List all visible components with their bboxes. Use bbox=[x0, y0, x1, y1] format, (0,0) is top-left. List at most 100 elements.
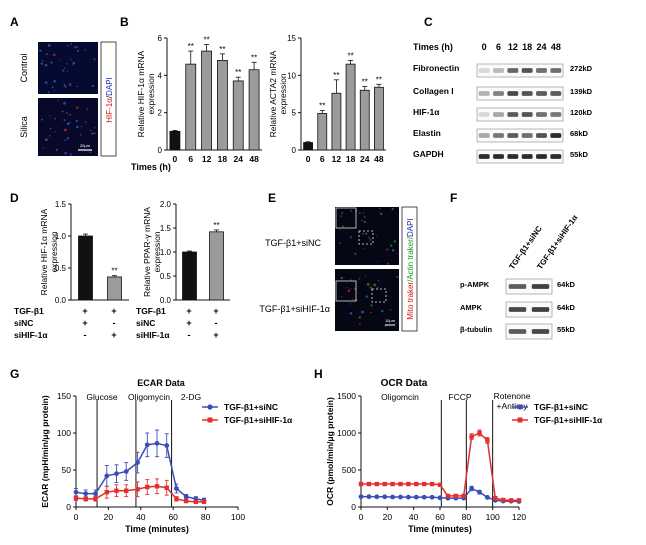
cell-nucleus-dot bbox=[66, 112, 69, 114]
western-blots-c: Fibronectin 272kD Collagen I 139kD HIF-1α 120… bbox=[413, 63, 593, 164]
data-point bbox=[164, 485, 169, 490]
condition-mark: + bbox=[213, 306, 218, 316]
cell-nucleus-dot bbox=[53, 90, 56, 92]
legend-label: TGF-β1+siNC bbox=[224, 402, 278, 412]
lane-label-sihif: TGF-β1+siHIF-1α bbox=[535, 213, 579, 271]
blot-strip bbox=[476, 107, 564, 122]
cell-nucleus-dot bbox=[79, 133, 82, 136]
blot-band bbox=[536, 133, 547, 138]
x-tick-label: 40 bbox=[409, 512, 419, 522]
injection-label: Oligomcin bbox=[381, 392, 419, 402]
x-tick-label: 0 bbox=[173, 154, 178, 164]
data-point bbox=[73, 495, 79, 501]
cell-nucleus-dot bbox=[64, 67, 66, 69]
cell-nucleus-dot bbox=[39, 49, 42, 52]
cell-nucleus-dot bbox=[53, 80, 56, 83]
cell-nucleus-dot bbox=[50, 61, 53, 64]
condition-mark: - bbox=[188, 330, 191, 340]
data-point bbox=[154, 484, 160, 489]
data-point bbox=[183, 498, 189, 504]
y-tick-label: 1.5 bbox=[160, 224, 172, 233]
bar bbox=[317, 113, 328, 151]
data-point bbox=[414, 481, 419, 487]
data-point bbox=[358, 494, 364, 500]
row-label-sinc: TGF-β1+siNC bbox=[265, 238, 321, 248]
cell-nucleus-dot bbox=[93, 132, 96, 134]
cell-nucleus-dot bbox=[48, 44, 50, 46]
time-headers: 0 6 12 18 24 48 bbox=[482, 42, 561, 52]
blot-band bbox=[478, 112, 490, 117]
cell-nucleus-dot bbox=[63, 101, 66, 105]
significance-stars: ** bbox=[203, 36, 209, 45]
panel-d-letter: D bbox=[10, 191, 19, 205]
x-tick-label: 40 bbox=[136, 512, 146, 522]
blot-band bbox=[550, 91, 562, 96]
cell-stain-dot bbox=[379, 212, 383, 215]
data-point bbox=[501, 497, 506, 503]
injection-label: +Antimy bbox=[497, 401, 529, 411]
significance-stars: ** bbox=[213, 221, 219, 230]
cell-nucleus-dot bbox=[86, 108, 89, 110]
zoom-region bbox=[358, 230, 374, 245]
chart-hif-mrna-knockdown: 0.0 0.5 1.0 1.5 ** Relative HIF-1α mRNAexpres… bbox=[39, 200, 129, 305]
data-point bbox=[461, 493, 466, 499]
x-tick-label: 12 bbox=[332, 154, 342, 164]
cell-stain-dot bbox=[369, 286, 373, 289]
data-point bbox=[485, 494, 490, 500]
stain-legend: HIF-1α/DAPI bbox=[105, 77, 114, 123]
y-tick-label: 100 bbox=[57, 428, 71, 438]
condition-mark: - bbox=[113, 318, 116, 328]
cell-stain-dot bbox=[393, 240, 396, 243]
condition-mark: + bbox=[213, 330, 218, 340]
cell-nucleus-dot bbox=[70, 58, 72, 61]
y-axis-label: Relative PPAR-γ mRNAexpression bbox=[142, 207, 162, 297]
bar bbox=[78, 235, 93, 301]
blot-strip bbox=[505, 301, 553, 318]
time-header: 12 bbox=[508, 42, 518, 52]
row-label-sihif: TGF-β1+siHIF-1α bbox=[259, 304, 330, 314]
cell-stain-dot bbox=[358, 316, 361, 319]
blot-strip bbox=[505, 278, 553, 295]
micrograph-speckles bbox=[39, 43, 96, 156]
y-tick-label: 0.5 bbox=[55, 264, 67, 273]
cell-stain-dot bbox=[361, 310, 364, 314]
injection-label: Rotenone bbox=[494, 391, 531, 401]
data-point bbox=[193, 499, 199, 505]
cell-stain-dot bbox=[359, 323, 361, 326]
y-axis-label: OCR (pmol/min/μg protein) bbox=[325, 397, 335, 506]
cell-stain-dot bbox=[341, 296, 343, 298]
bar bbox=[345, 63, 356, 151]
data-point bbox=[398, 481, 403, 487]
data-point bbox=[398, 494, 403, 500]
western-blots-f: p-AMPK 64kD AMPK 64kD β-tubulin 55kD bbox=[460, 278, 576, 340]
y-tick-label: 0.5 bbox=[160, 272, 172, 281]
molecular-weight: 272kD bbox=[570, 64, 593, 73]
data-point bbox=[135, 487, 140, 492]
blot-band bbox=[478, 133, 490, 138]
data-point bbox=[73, 489, 79, 495]
blot-band bbox=[507, 154, 519, 159]
cell-nucleus-dot bbox=[94, 127, 96, 129]
molecular-weight: 68kD bbox=[570, 129, 589, 138]
blot-band bbox=[508, 329, 527, 334]
bar bbox=[209, 231, 224, 301]
x-tick-label: 24 bbox=[360, 154, 370, 164]
blot-band bbox=[478, 91, 490, 96]
x-tick-label: 60 bbox=[435, 512, 445, 522]
time-header: 24 bbox=[536, 42, 546, 52]
cell-stain-dot bbox=[342, 225, 344, 228]
significance-stars: ** bbox=[333, 71, 339, 80]
cell-stain-dot bbox=[395, 322, 397, 325]
condition-mark: + bbox=[82, 318, 87, 328]
significance-stars: ** bbox=[319, 101, 325, 110]
data-point bbox=[422, 481, 427, 487]
y-tick-label: 10 bbox=[287, 71, 296, 80]
blot-band bbox=[478, 68, 490, 73]
x-tick-label: 6 bbox=[188, 154, 193, 164]
cell-nucleus-dot bbox=[54, 117, 56, 120]
data-point bbox=[421, 494, 427, 500]
chart-acta2-mrna-time: 0 5 10 15 0 ** 6 ** 12 ** 18 ** 24 ** 48 Relative ACTA2… bbox=[268, 34, 386, 164]
y-tick-label: 6 bbox=[158, 34, 163, 43]
y-axis-label-line: expression bbox=[49, 231, 59, 272]
